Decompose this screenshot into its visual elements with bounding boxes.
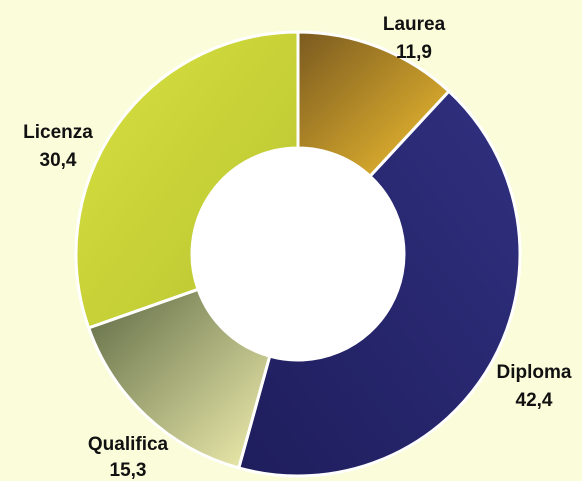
slice-label-diploma: Diploma (497, 362, 572, 383)
slice-label-laurea: Laurea (383, 14, 446, 35)
slice-value-licenza: 30,4 (40, 150, 77, 171)
slice-qualifica (87, 287, 272, 470)
slices-group (74, 30, 522, 478)
slice-label-qualifica: Qualifica (88, 434, 169, 455)
slice-value-qualifica: 15,3 (110, 460, 147, 481)
slice-value-diploma: 42,4 (516, 390, 553, 411)
donut-hole (192, 148, 404, 360)
slice-value-laurea: 11,9 (396, 42, 432, 63)
slice-label-licenza: Licenza (23, 122, 93, 143)
labels-group: Laurea 11,9 Diploma 42,4 Qualifica 15,3 Licenz… (23, 14, 572, 481)
